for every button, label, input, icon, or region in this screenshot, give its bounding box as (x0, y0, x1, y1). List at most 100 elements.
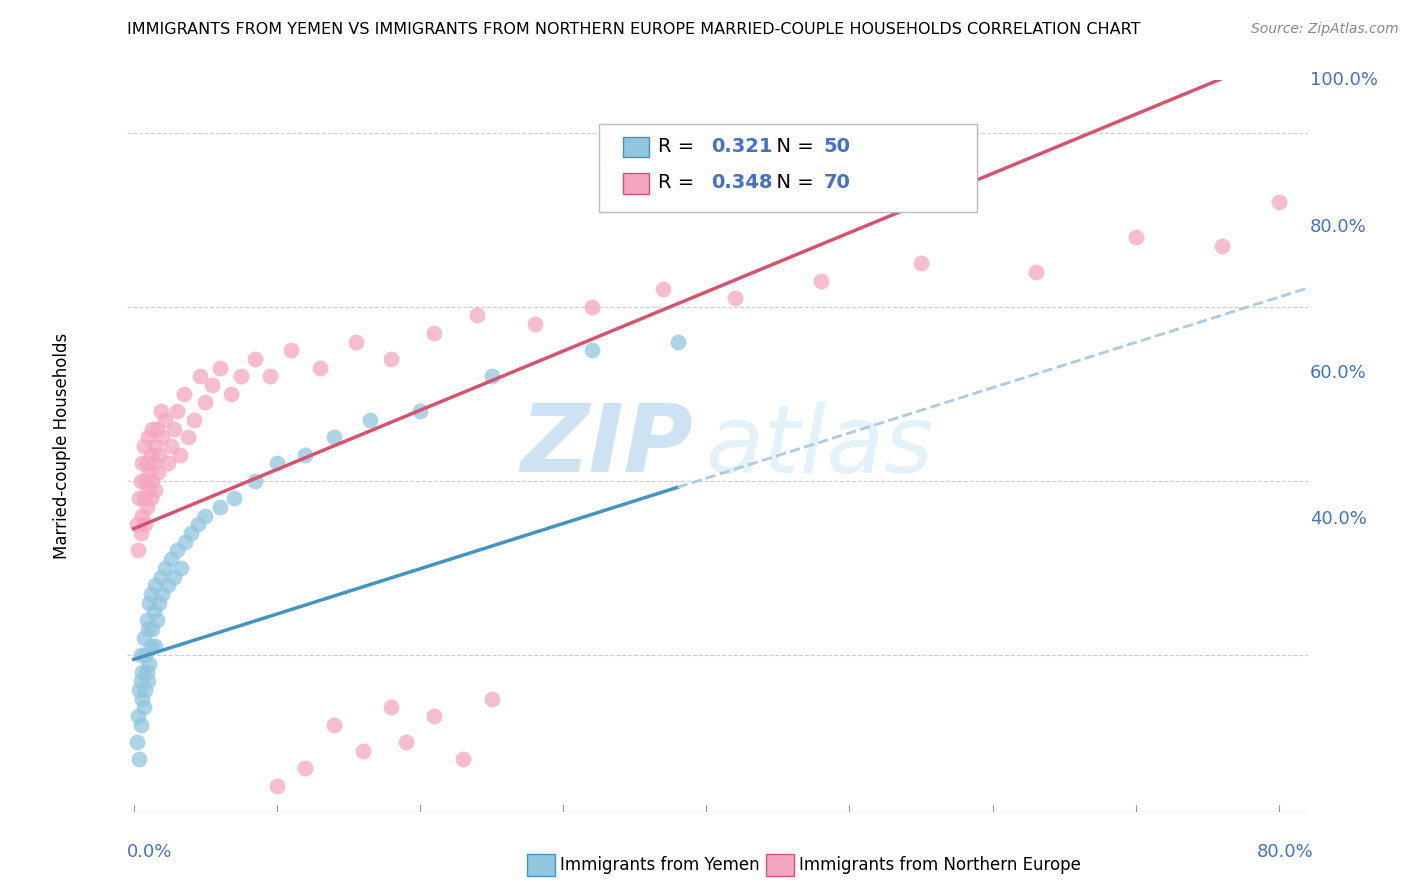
Point (157, 457, 180, 471)
Text: Immigrants from Northern Europe: Immigrants from Northern Europe (799, 856, 1080, 874)
Point (134, 648, 156, 662)
Point (188, 369, 211, 384)
Point (143, 439, 166, 453)
FancyBboxPatch shape (623, 173, 648, 194)
Point (652, 282, 675, 296)
Text: 0.321: 0.321 (711, 136, 773, 155)
FancyBboxPatch shape (623, 136, 648, 157)
Point (146, 465, 169, 479)
Point (150, 587, 173, 601)
Point (143, 483, 166, 497)
Text: atlas: atlas (706, 401, 934, 491)
Point (148, 596, 170, 610)
Point (127, 543, 149, 558)
Point (129, 648, 152, 662)
Point (177, 430, 200, 444)
Point (266, 779, 288, 793)
Point (131, 665, 153, 680)
Point (125, 735, 148, 749)
Point (129, 474, 152, 488)
Point (127, 709, 149, 723)
Point (129, 526, 152, 541)
Point (294, 761, 316, 775)
Point (141, 474, 163, 488)
Point (163, 421, 186, 435)
Point (131, 691, 153, 706)
Point (136, 430, 159, 444)
Point (266, 457, 288, 471)
Point (131, 508, 153, 523)
Point (1025, 265, 1047, 279)
Point (166, 404, 188, 418)
Point (135, 665, 157, 680)
Point (465, 309, 488, 323)
Point (125, 517, 148, 532)
Point (138, 596, 160, 610)
Point (169, 448, 191, 462)
Point (810, 274, 832, 288)
Point (131, 457, 153, 471)
Point (141, 421, 163, 435)
Point (134, 517, 156, 532)
Point (132, 700, 155, 714)
Text: ZIP: ZIP (520, 400, 693, 492)
Point (135, 500, 157, 514)
Point (136, 622, 159, 636)
Point (139, 491, 162, 506)
Text: 0.0%: 0.0% (127, 843, 172, 861)
Text: 100.0%: 100.0% (1310, 71, 1378, 89)
Point (451, 752, 474, 766)
Point (724, 291, 747, 305)
Point (194, 395, 217, 409)
Point (294, 448, 316, 462)
Text: N =: N = (765, 173, 820, 192)
Point (163, 569, 186, 583)
Point (187, 517, 209, 532)
Point (134, 682, 156, 697)
Point (153, 561, 176, 575)
Point (141, 622, 163, 636)
Point (245, 351, 267, 366)
Point (145, 421, 167, 435)
Point (352, 744, 374, 758)
Point (380, 700, 402, 714)
Point (323, 430, 346, 444)
Point (170, 561, 193, 575)
Point (183, 413, 205, 427)
Point (409, 404, 432, 418)
Point (1125, 230, 1147, 244)
Point (132, 439, 155, 453)
Point (143, 578, 166, 592)
Text: Married-couple Households: Married-couple Households (52, 333, 70, 559)
Point (139, 448, 162, 462)
Point (128, 752, 150, 766)
Point (138, 465, 160, 479)
Point (129, 674, 152, 689)
Point (208, 500, 231, 514)
Point (148, 448, 170, 462)
Point (128, 491, 150, 506)
Point (129, 717, 152, 731)
Point (380, 351, 402, 366)
Point (160, 439, 183, 453)
Point (135, 613, 157, 627)
Point (344, 334, 367, 349)
Point (142, 604, 165, 618)
Point (136, 674, 159, 689)
Text: 60.0%: 60.0% (1310, 364, 1367, 382)
Point (219, 386, 242, 401)
Point (1211, 238, 1233, 252)
Point (174, 534, 197, 549)
Point (481, 369, 503, 384)
Point (423, 709, 446, 723)
Point (153, 413, 176, 427)
Point (134, 474, 156, 488)
Text: Source: ZipAtlas.com: Source: ZipAtlas.com (1251, 22, 1399, 37)
Point (280, 343, 302, 358)
Point (173, 386, 195, 401)
Point (222, 491, 245, 506)
Text: 70: 70 (824, 173, 851, 192)
Text: R =: R = (658, 173, 700, 192)
Text: 40.0%: 40.0% (1310, 510, 1367, 528)
Point (149, 404, 172, 418)
